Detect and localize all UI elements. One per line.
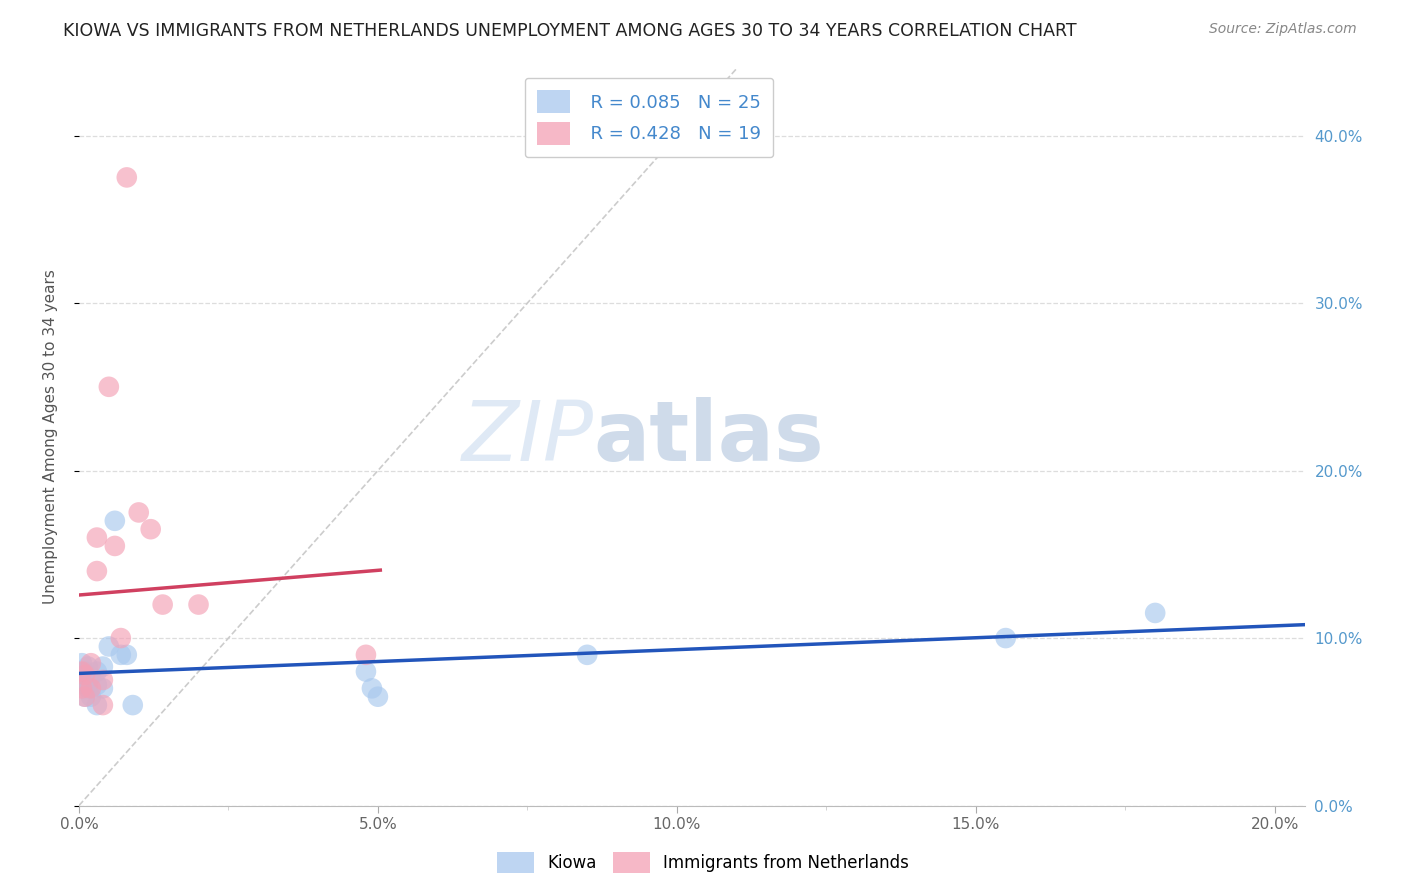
Point [1144,606,1167,620]
Point [86,665,108,679]
Text: Source: ZipAtlas.com: Source: ZipAtlas.com [1209,22,1357,37]
Point [86,531,108,545]
Point [354,648,377,662]
Point [121,698,143,712]
Point [80,657,103,671]
Text: atlas: atlas [593,397,824,477]
Point [128,505,150,519]
Point [354,665,377,679]
Point [97,380,120,394]
Point [994,631,1017,645]
Legend:   R = 0.085   N = 25,   R = 0.428   N = 19: R = 0.085 N = 25, R = 0.428 N = 19 [524,78,773,157]
Point [80,690,103,704]
Point [91,659,114,673]
Point [97,640,120,654]
Point [576,648,599,662]
Point [110,631,132,645]
Point [86,564,108,578]
Point [73,668,96,682]
Point [187,598,209,612]
Point [73,690,96,704]
Point [91,681,114,696]
Text: KIOWA VS IMMIGRANTS FROM NETHERLANDS UNEMPLOYMENT AMONG AGES 30 TO 34 YEARS CORR: KIOWA VS IMMIGRANTS FROM NETHERLANDS UNE… [63,22,1077,40]
Point [77,659,100,673]
Text: ZIP: ZIP [461,397,593,477]
Point [152,598,174,612]
Point [70,681,93,696]
Point [70,673,93,687]
Point [73,690,96,704]
Point [110,648,132,662]
Point [77,681,100,696]
Point [367,690,389,704]
Point [104,514,127,528]
Point [115,170,138,185]
Point [86,698,108,712]
Point [86,678,108,692]
Point [361,681,384,696]
Y-axis label: Unemployment Among Ages 30 to 34 years: Unemployment Among Ages 30 to 34 years [44,269,58,605]
Point [104,539,127,553]
Point [139,522,162,536]
Point [80,670,103,684]
Point [70,665,93,679]
Point [73,665,96,679]
Legend: Kiowa, Immigrants from Netherlands: Kiowa, Immigrants from Netherlands [491,846,915,880]
Point [115,648,138,662]
Point [73,678,96,692]
Point [91,673,114,687]
Point [80,681,103,696]
Point [70,657,93,671]
Point [91,698,114,712]
